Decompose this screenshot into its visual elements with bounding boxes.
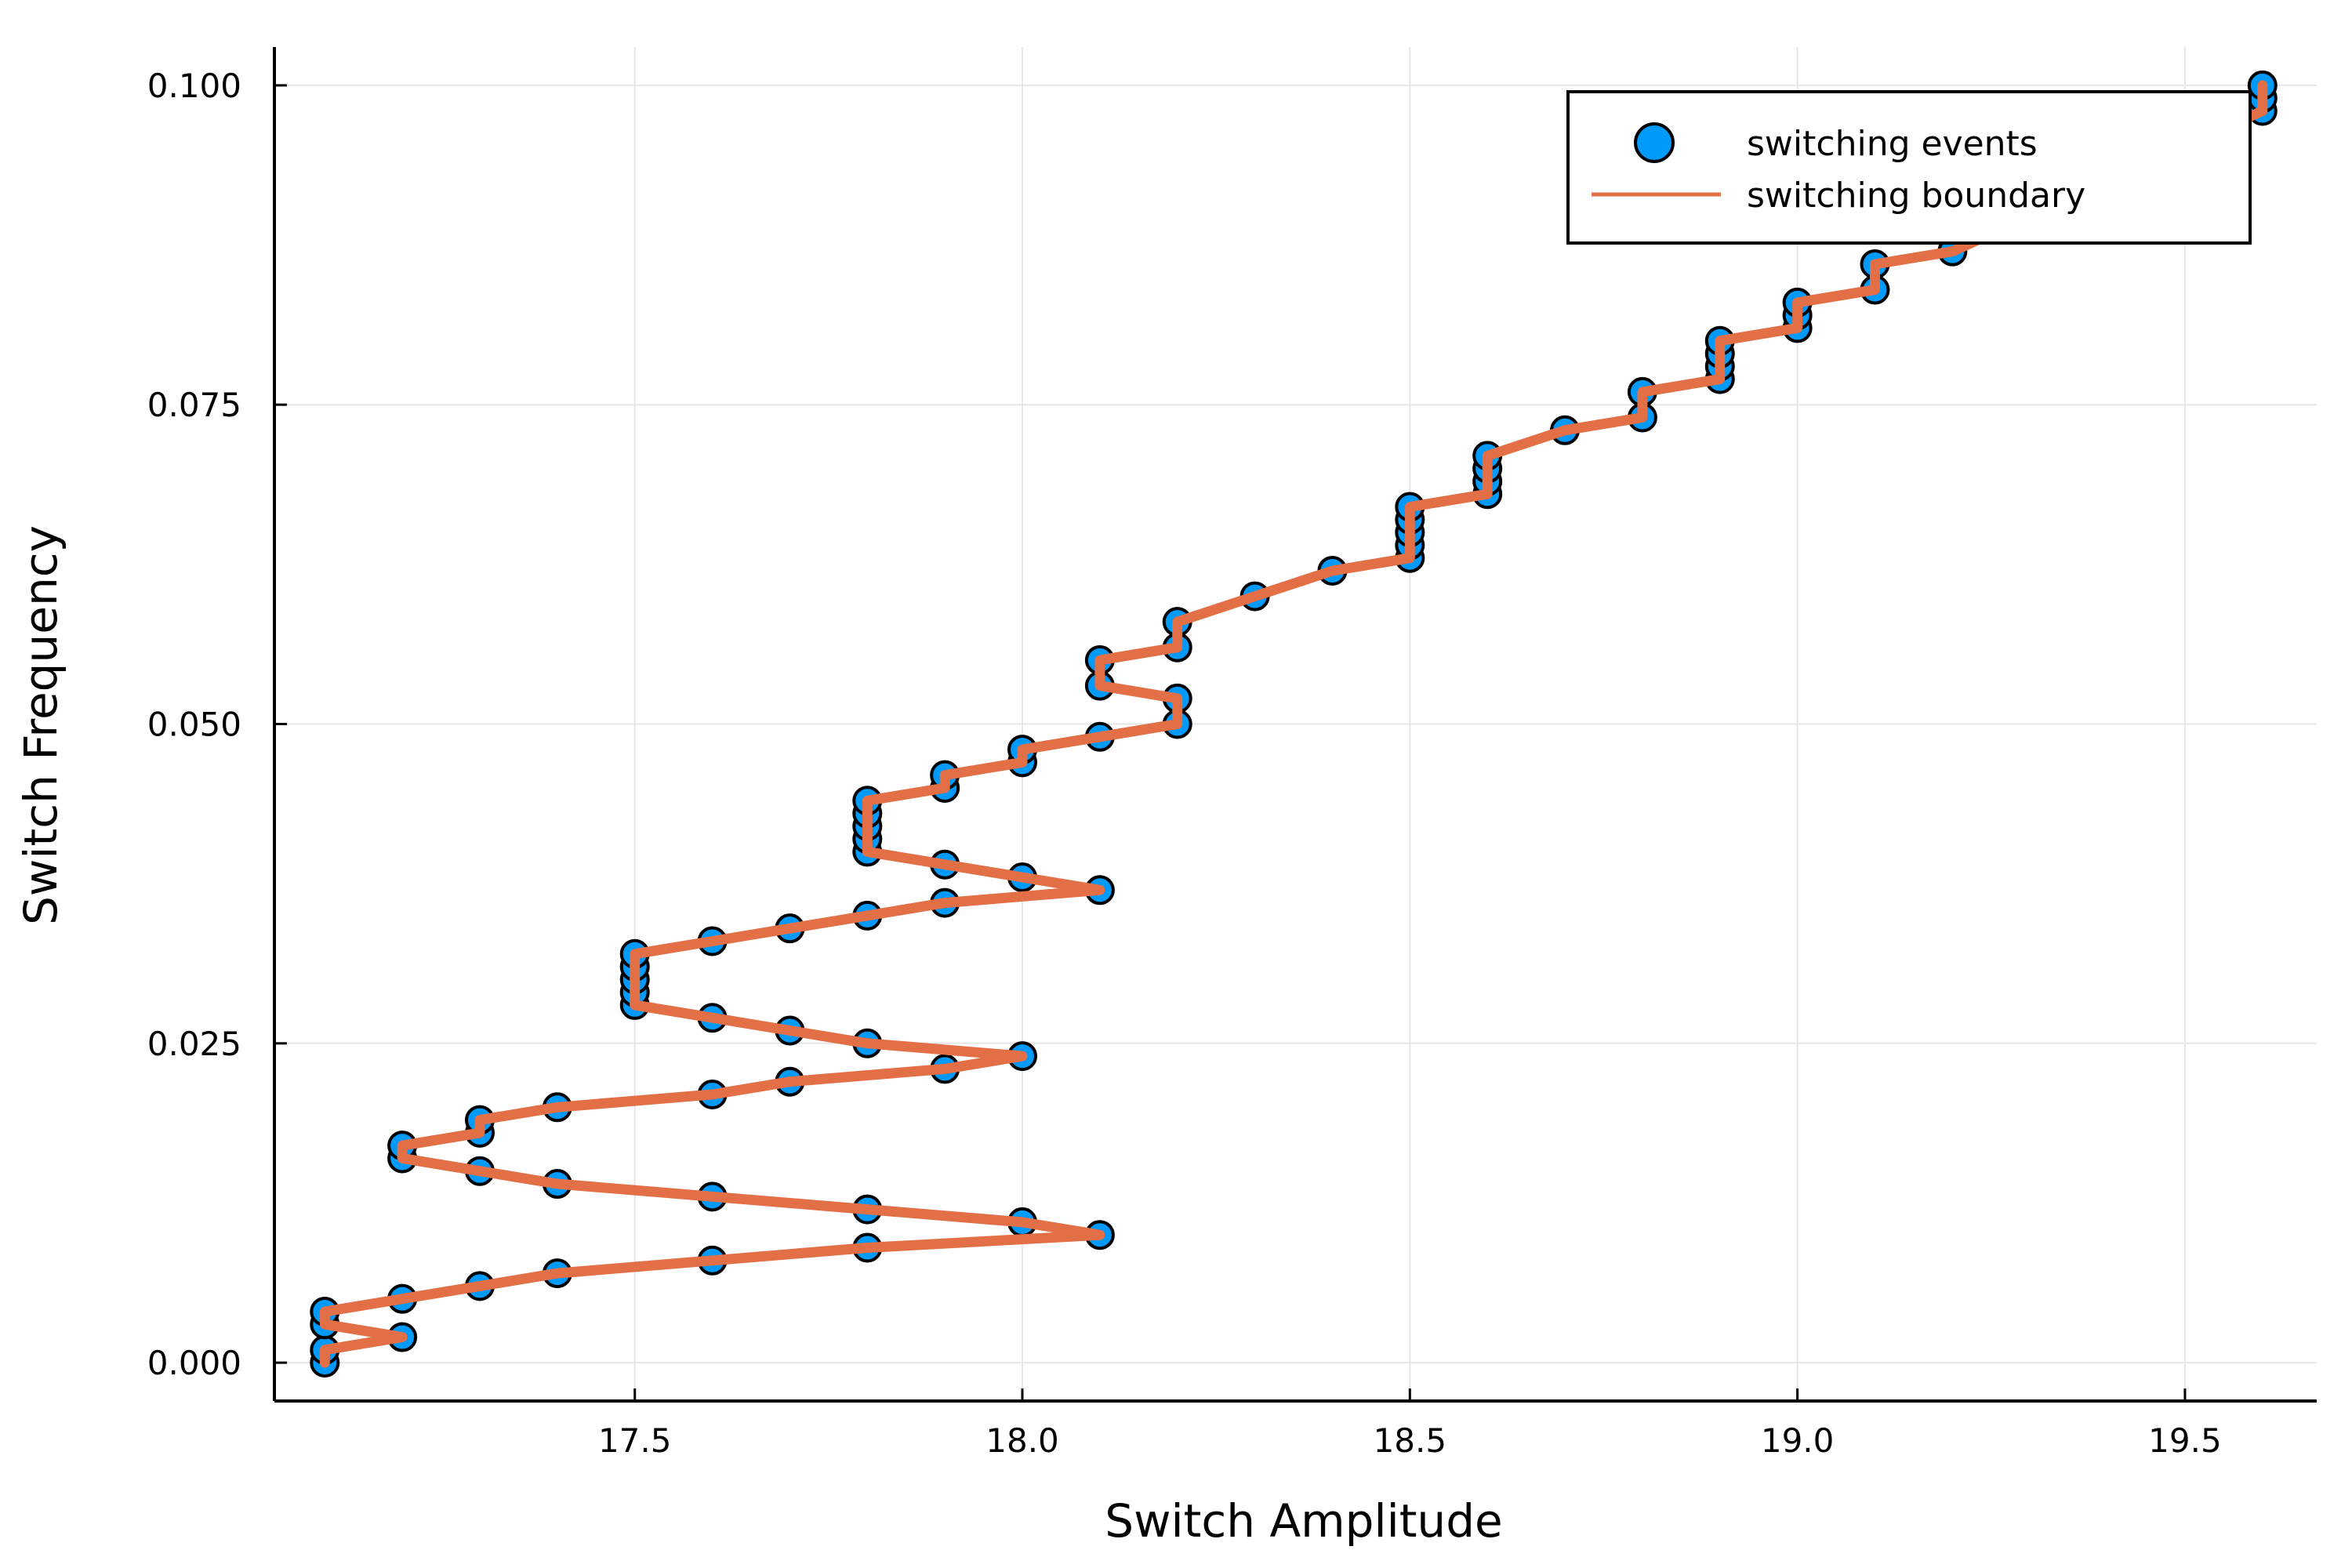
y-tick-label: 0.025 (147, 1025, 241, 1063)
y-tick-label: 0.100 (147, 67, 241, 105)
x-tick-label: 19.5 (2148, 1421, 2222, 1460)
grid (274, 47, 2317, 1401)
x-tick-label: 19.0 (1761, 1421, 1835, 1460)
y-tick-label: 0.050 (147, 706, 241, 744)
y-axis-label: Switch Frequency (14, 525, 67, 925)
legend-label-events: switching events (1747, 124, 2038, 164)
y-tick-label: 0.000 (147, 1344, 241, 1382)
x-tick-label: 18.0 (985, 1421, 1059, 1460)
series-line-boundary (319, 80, 2268, 1368)
legend-label-boundary: switching boundary (1747, 176, 2085, 216)
y-tick-label: 0.075 (147, 386, 241, 424)
x-tick-label: 17.5 (598, 1421, 672, 1460)
plot-area (310, 70, 2278, 1378)
legend: switching events switching boundary (1566, 90, 2252, 245)
x-axis-label: Switch Amplitude (1105, 1494, 1502, 1548)
x-tick-label: 18.5 (1374, 1421, 1447, 1460)
legend-marker-events (1634, 122, 1675, 163)
legend-box (1566, 90, 2252, 245)
ticks: 17.5 18.0 18.5 19.0 19.5 0.000 0.025 0.050 0.075… (147, 67, 2222, 1460)
